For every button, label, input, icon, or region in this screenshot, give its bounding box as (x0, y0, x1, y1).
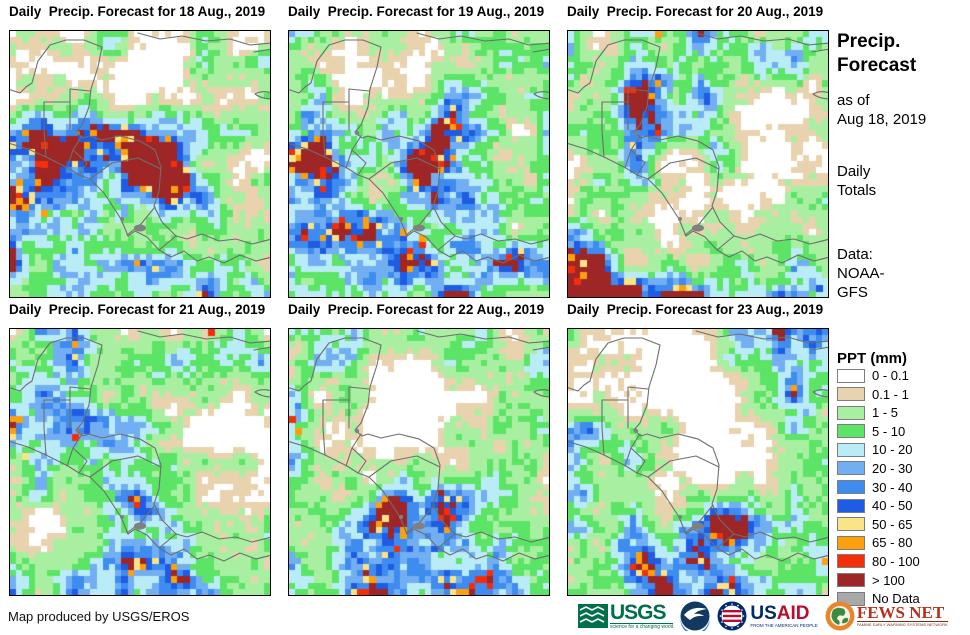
legend-row: 80 - 100 (837, 553, 920, 569)
legend-row: 5 - 10 (837, 423, 920, 439)
totals-text: Daily Totals (837, 163, 877, 199)
legend-label: 0.1 - 1 (872, 386, 909, 402)
fewsnet-wordmark: FEWS NET (856, 603, 945, 622)
precip-raster-canvas (289, 329, 549, 595)
legend-row: 50 - 65 (837, 516, 920, 532)
legend-row: 1 - 5 (837, 405, 920, 421)
usgs-logo: USGS science for a changing world (578, 600, 674, 631)
legend-swatch (837, 442, 865, 457)
precip-raster-canvas (10, 329, 270, 595)
map-panel-title: Daily Precip. Forecast for 22 Aug., 2019 (288, 302, 545, 317)
map-frame (567, 328, 829, 596)
legend-swatch (837, 554, 865, 569)
legend-swatch (837, 405, 865, 420)
precip-raster-canvas (289, 31, 549, 297)
legend-label: 20 - 30 (872, 460, 913, 476)
legend-swatch (837, 535, 865, 550)
map-frame (288, 30, 550, 298)
legend-row: 0.1 - 1 (837, 386, 920, 402)
legend-row: 10 - 20 (837, 442, 920, 458)
legend-swatch (837, 387, 865, 402)
usaid-tagline: FROM THE AMERICAN PEOPLE (750, 622, 818, 628)
legend-label: 50 - 65 (872, 516, 913, 532)
legend-row: 20 - 30 (837, 460, 920, 476)
legend-title: PPT (mm) (837, 350, 908, 367)
legend-swatch (837, 461, 865, 476)
legend-row: 30 - 40 (837, 479, 920, 495)
legend-label: 40 - 50 (872, 498, 913, 514)
map-panel-title: Daily Precip. Forecast for 19 Aug., 2019 (288, 4, 545, 19)
map-frame (9, 328, 271, 596)
logos-row: USGS science for a changing world (578, 599, 948, 633)
legend: 0 - 0.1 0.1 - 1 1 - 5 5 - 10 10 - 20 20 - 30 3… (837, 368, 920, 611)
noaa-seal-icon (680, 601, 710, 631)
map-panel-title: Daily Precip. Forecast for 21 Aug., 2019 (9, 302, 266, 317)
usaid-logo: US AID FROM THE AMERICAN PEOPLE (717, 601, 818, 631)
precip-raster-canvas (10, 31, 270, 297)
legend-row: 65 - 80 (837, 535, 920, 551)
fewsnet-tagline: FAMINE EARLY WARNING SYSTEMS NETWORK (856, 621, 948, 627)
credit-text: Map produced by USGS/EROS (8, 609, 190, 624)
precip-raster-canvas (568, 31, 828, 297)
legend-label: 30 - 40 (872, 479, 913, 495)
legend-row: 40 - 50 (837, 498, 920, 514)
side-panel-title: Precip. Forecast (837, 31, 917, 76)
legend-label: 5 - 10 (872, 423, 906, 439)
usaid-seal-icon (717, 601, 747, 631)
legend-label: 80 - 100 (872, 553, 920, 569)
legend-label: 65 - 80 (872, 535, 913, 551)
legend-label: 10 - 20 (872, 442, 913, 458)
fewsnet-globe-icon (825, 601, 855, 631)
legend-swatch (837, 368, 865, 383)
legend-row: > 100 (837, 572, 920, 588)
legend-label: > 100 (872, 572, 905, 588)
legend-row: 0 - 0.1 (837, 368, 920, 383)
usaid-us-text: US (750, 602, 777, 624)
fewsnet-logo: FEWS NET FAMINE EARLY WARNING SYSTEMS NE… (825, 601, 948, 631)
as-of-text: as of Aug 18, 2019 (837, 92, 927, 128)
map-frame (9, 30, 271, 298)
precip-raster-canvas (568, 329, 828, 595)
usgs-tagline: science for a changing world (610, 622, 674, 630)
map-frame (567, 30, 829, 298)
legend-swatch (837, 480, 865, 495)
legend-label: 1 - 5 (872, 405, 899, 421)
map-frame (288, 328, 550, 596)
map-panel-title: Daily Precip. Forecast for 20 Aug., 2019 (567, 4, 824, 19)
data-source-text: Data: NOAA- GFS (837, 246, 885, 301)
noaa-logo (680, 601, 710, 631)
legend-label: No Data (872, 591, 920, 607)
map-panel-title: Daily Precip. Forecast for 18 Aug., 2019 (9, 4, 266, 19)
map-panel-title: Daily Precip. Forecast for 23 Aug., 2019 (567, 302, 824, 317)
legend-swatch (837, 424, 865, 439)
legend-swatch (837, 517, 865, 532)
legend-label: 0 - 0.1 (872, 368, 909, 383)
legend-swatch (837, 573, 865, 588)
usaid-aid-text: AID (776, 602, 810, 624)
usgs-wordmark: USGS (610, 600, 667, 624)
usgs-wave-icon (578, 604, 608, 628)
legend-swatch (837, 498, 865, 513)
